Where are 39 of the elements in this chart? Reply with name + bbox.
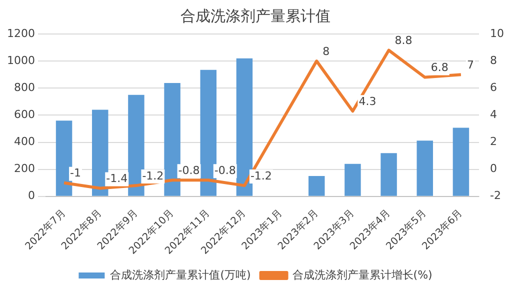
data-label: -1.4	[106, 172, 128, 186]
bar	[452, 128, 470, 196]
bar	[200, 70, 216, 196]
y2-tick-label: 6	[490, 80, 498, 94]
y-tick-label: 1000	[6, 54, 35, 67]
y-tick-label: 800	[14, 80, 35, 94]
chart-title: 合成洗涤剂产量累计值	[180, 6, 330, 25]
legend-label: 合成洗涤剂产量累计增长(%)	[292, 268, 432, 282]
y-tick-label: 600	[14, 108, 35, 122]
data-label: -0.8	[178, 164, 200, 177]
bar	[344, 164, 361, 196]
data-label: -1.2	[142, 169, 164, 182]
y2-tick-label: 2	[490, 135, 498, 148]
y2-tick-label: 0	[490, 162, 498, 176]
bar	[164, 82, 180, 196]
data-label: -0.8	[214, 164, 236, 177]
bar	[128, 94, 144, 196]
data-label: -1	[70, 166, 82, 180]
y-tick-label: 0	[28, 189, 35, 202]
data-label: 8	[322, 44, 330, 58]
y-tick-label: 1200	[6, 26, 35, 40]
y2-tick-label: 4	[490, 108, 498, 122]
y2-tick-label: 10	[490, 26, 504, 40]
bar	[92, 110, 108, 196]
data-label: -1.2	[250, 169, 272, 182]
bar	[380, 153, 397, 196]
data-label: 7	[466, 58, 474, 72]
legend-label: 合成洗涤剂产量累计值(万吨)	[110, 268, 251, 282]
data-label: 8.8	[394, 34, 412, 48]
bar	[416, 140, 433, 196]
y-tick-label: 400	[14, 135, 35, 148]
bar	[56, 120, 72, 196]
bar	[236, 58, 253, 196]
y2-tick-label: -2	[490, 189, 501, 202]
y2-tick-label: 8	[490, 54, 498, 67]
bar	[308, 176, 325, 196]
data-label: 4.3	[358, 94, 376, 108]
data-label: 6.8	[430, 61, 448, 74]
y-tick-label: 200	[14, 162, 35, 176]
